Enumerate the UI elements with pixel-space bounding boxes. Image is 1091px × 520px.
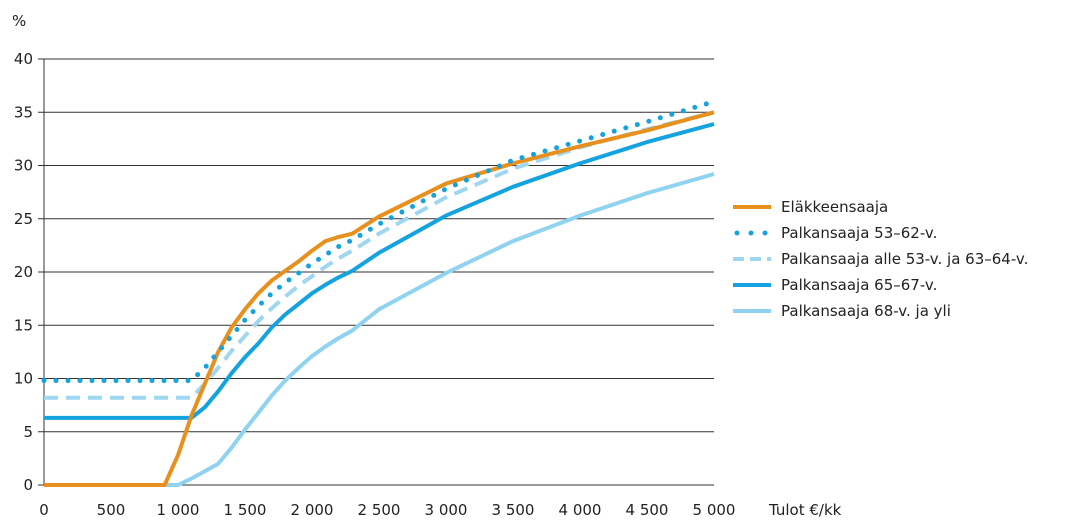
x-tick-label: 3 500 <box>492 501 535 519</box>
x-tick-label: 2 500 <box>358 501 401 519</box>
series-line-3 <box>44 110 715 400</box>
series-line-2 <box>41 99 717 384</box>
y-tick-label: 10 <box>14 370 33 388</box>
y-tick-label: 15 <box>14 316 33 334</box>
x-tick-label: 4 000 <box>559 501 602 519</box>
legend-label-5: Palkansaaja 68-v. ja yli <box>781 302 951 320</box>
legend-label-3: Palkansaaja alle 53-v. ja 63–64-v. <box>781 250 1028 268</box>
grid-lines <box>38 58 714 486</box>
x-tick-label: 5 000 <box>693 501 736 519</box>
y-tick-label: 20 <box>14 263 33 281</box>
y-tick-label: 35 <box>14 103 33 121</box>
legend-label-2: Palkansaaja 53–62-v. <box>781 224 937 242</box>
y-tick-label: 5 <box>23 423 33 441</box>
x-tick-label: 4 500 <box>626 501 669 519</box>
series-line-1 <box>44 110 715 487</box>
series-lines <box>41 99 717 487</box>
y-tick-label: 0 <box>23 476 33 494</box>
x-tick-label: 1 500 <box>224 501 267 519</box>
series-line-5 <box>44 172 715 487</box>
x-tick-label: 500 <box>97 501 126 519</box>
legend-label-1: Eläkkeensaaja <box>781 198 888 216</box>
legend-label-4: Palkansaaja 65–67-v. <box>781 276 937 294</box>
y-tick-label: 25 <box>14 210 33 228</box>
x-axis-unit-label: Tulot €/kk <box>768 501 842 519</box>
series-line-4 <box>44 122 715 420</box>
x-tick-label: 2 000 <box>291 501 334 519</box>
y-axis-unit-label: % <box>12 12 26 30</box>
legend: Eläkkeensaaja Palkansaaja 53–62-v. Palkans… <box>733 198 1028 320</box>
y-tick-labels: 0 5 10 15 20 25 30 35 40 <box>14 50 33 494</box>
y-tick-label: 30 <box>14 157 33 175</box>
y-tick-label: 40 <box>14 50 33 68</box>
x-tick-label: 0 <box>39 501 49 519</box>
x-tick-labels: 0 500 1 000 1 500 2 000 2 500 3 000 3 500 4 000 4… <box>39 501 735 519</box>
x-tick-label: 3 000 <box>425 501 468 519</box>
x-tick-label: 1 000 <box>157 501 200 519</box>
